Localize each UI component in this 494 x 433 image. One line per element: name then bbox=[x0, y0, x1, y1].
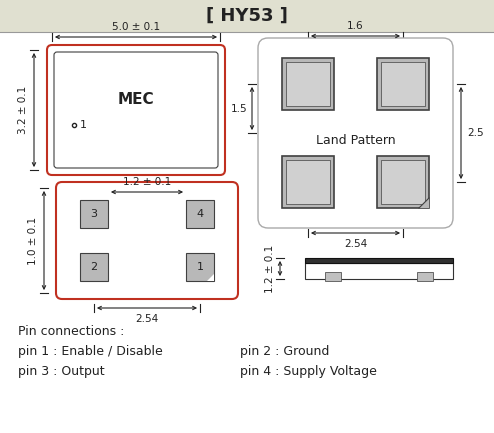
Bar bbox=[417, 272, 433, 281]
Bar bbox=[377, 58, 429, 110]
Text: 1: 1 bbox=[80, 120, 87, 130]
FancyBboxPatch shape bbox=[258, 38, 453, 228]
Text: pin 2 : Ground: pin 2 : Ground bbox=[240, 345, 329, 358]
Text: pin 4 : Supply Voltage: pin 4 : Supply Voltage bbox=[240, 365, 377, 378]
FancyBboxPatch shape bbox=[56, 182, 238, 299]
Text: 2.54: 2.54 bbox=[135, 314, 159, 324]
FancyBboxPatch shape bbox=[54, 52, 218, 168]
Bar bbox=[80, 253, 108, 281]
Text: 3: 3 bbox=[90, 209, 97, 219]
Bar bbox=[381, 160, 425, 204]
Text: 2.5: 2.5 bbox=[467, 128, 484, 138]
Bar bbox=[305, 263, 453, 279]
Bar bbox=[286, 160, 330, 204]
Text: 1.2 ± 0.1: 1.2 ± 0.1 bbox=[123, 177, 171, 187]
Bar bbox=[325, 272, 341, 281]
Text: MEC: MEC bbox=[118, 93, 154, 107]
Bar bbox=[186, 253, 214, 281]
Bar bbox=[282, 58, 334, 110]
Bar bbox=[186, 200, 214, 228]
Polygon shape bbox=[207, 274, 214, 281]
Bar bbox=[286, 62, 330, 106]
FancyBboxPatch shape bbox=[47, 45, 225, 175]
Bar bbox=[80, 200, 108, 228]
Text: 1.6: 1.6 bbox=[347, 21, 364, 31]
Text: 3.2 ± 0.1: 3.2 ± 0.1 bbox=[18, 86, 28, 134]
Text: 2.54: 2.54 bbox=[344, 239, 367, 249]
Bar bbox=[377, 156, 429, 208]
Text: pin 1 : Enable / Disable: pin 1 : Enable / Disable bbox=[18, 345, 163, 358]
Text: 5.0 ± 0.1: 5.0 ± 0.1 bbox=[112, 22, 160, 32]
Text: pin 3 : Output: pin 3 : Output bbox=[18, 365, 105, 378]
Text: 2: 2 bbox=[90, 262, 97, 272]
Bar bbox=[282, 156, 334, 208]
Bar bbox=[381, 62, 425, 106]
Bar bbox=[0, 0, 494, 32]
Polygon shape bbox=[419, 198, 429, 208]
Text: Pin connections :: Pin connections : bbox=[18, 325, 124, 338]
Text: 1: 1 bbox=[197, 262, 204, 272]
Text: 1.5: 1.5 bbox=[230, 103, 247, 113]
Text: 4: 4 bbox=[197, 209, 204, 219]
Text: [ HY53 ]: [ HY53 ] bbox=[206, 7, 288, 25]
Bar bbox=[305, 258, 453, 263]
Text: Land Pattern: Land Pattern bbox=[316, 135, 395, 148]
Text: 1.0 ± 0.1: 1.0 ± 0.1 bbox=[28, 216, 38, 265]
Text: 1.2 ± 0.1: 1.2 ± 0.1 bbox=[265, 244, 275, 293]
